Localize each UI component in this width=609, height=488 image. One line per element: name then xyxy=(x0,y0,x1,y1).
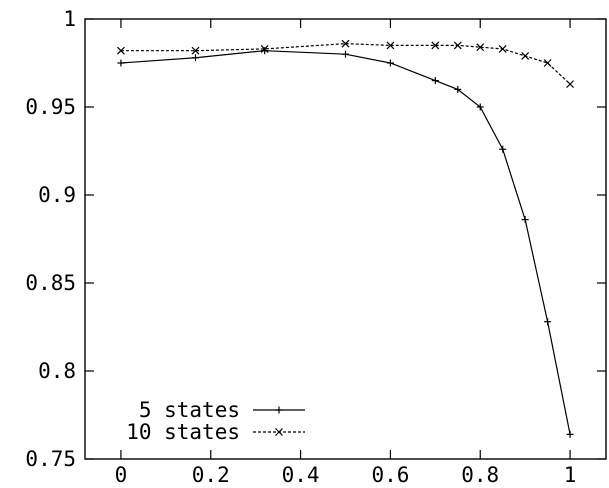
y-tick-label: 1 xyxy=(63,7,76,31)
data-point-5-states xyxy=(499,145,507,153)
data-point-5-states xyxy=(117,59,125,67)
x-tick-label: 0.6 xyxy=(371,463,409,487)
series-layer xyxy=(117,39,574,438)
data-point-5-states xyxy=(566,430,574,438)
data-point-10-states xyxy=(260,44,269,53)
data-point-10-states xyxy=(386,41,395,50)
data-point-5-states xyxy=(191,54,199,62)
data-point-10-states xyxy=(566,80,574,89)
data-point-10-states xyxy=(476,43,485,52)
data-point-10-states xyxy=(543,59,552,67)
legend-marker xyxy=(275,406,283,414)
data-point-10-states xyxy=(117,46,125,55)
x-tick-label: 0 xyxy=(115,463,128,487)
data-point-5-states xyxy=(476,103,484,111)
data-point-5-states xyxy=(342,50,349,58)
data-point-10-states xyxy=(431,41,440,50)
series-5-states xyxy=(117,47,574,438)
data-point-10-states xyxy=(341,39,350,48)
series-10-states xyxy=(117,39,574,89)
data-point-10-states xyxy=(498,44,507,53)
data-point-5-states xyxy=(386,59,394,67)
y-tick-label: 0.85 xyxy=(25,271,76,295)
y-tick-label: 0.8 xyxy=(38,359,76,383)
legend-label: 10 states xyxy=(126,420,240,444)
y-tick-label: 0.75 xyxy=(25,447,76,471)
y-tick-label: 0.95 xyxy=(25,95,76,119)
series-line-5-states xyxy=(120,50,571,435)
plot-frame xyxy=(84,18,607,460)
x-tick-label: 1 xyxy=(564,463,577,487)
data-point-5-states xyxy=(544,318,552,326)
data-point-5-states xyxy=(431,77,439,85)
data-point-5-states xyxy=(454,85,462,93)
data-point-10-states xyxy=(521,52,530,60)
series-line-10-states xyxy=(120,43,571,85)
x-tick-label: 0.4 xyxy=(282,463,320,487)
x-axis: 0 0.2 0.4 0.6 0.8 1 xyxy=(115,19,577,487)
legend-label: 5 states xyxy=(139,398,240,422)
x-tick-label: 0.8 xyxy=(461,463,499,487)
y-tick-label: 0.9 xyxy=(38,183,76,207)
data-point-10-states xyxy=(191,46,200,55)
legend-marker xyxy=(275,428,283,436)
y-axis: 0.75 0.8 0.85 0.9 0.95 1 xyxy=(25,7,606,471)
data-point-10-states xyxy=(453,41,462,50)
legend-item-10-states: 10 states xyxy=(126,420,305,444)
legend-item-5-states: 5 states xyxy=(139,398,305,422)
data-point-5-states xyxy=(521,216,529,224)
x-tick-label: 0.2 xyxy=(192,463,230,487)
